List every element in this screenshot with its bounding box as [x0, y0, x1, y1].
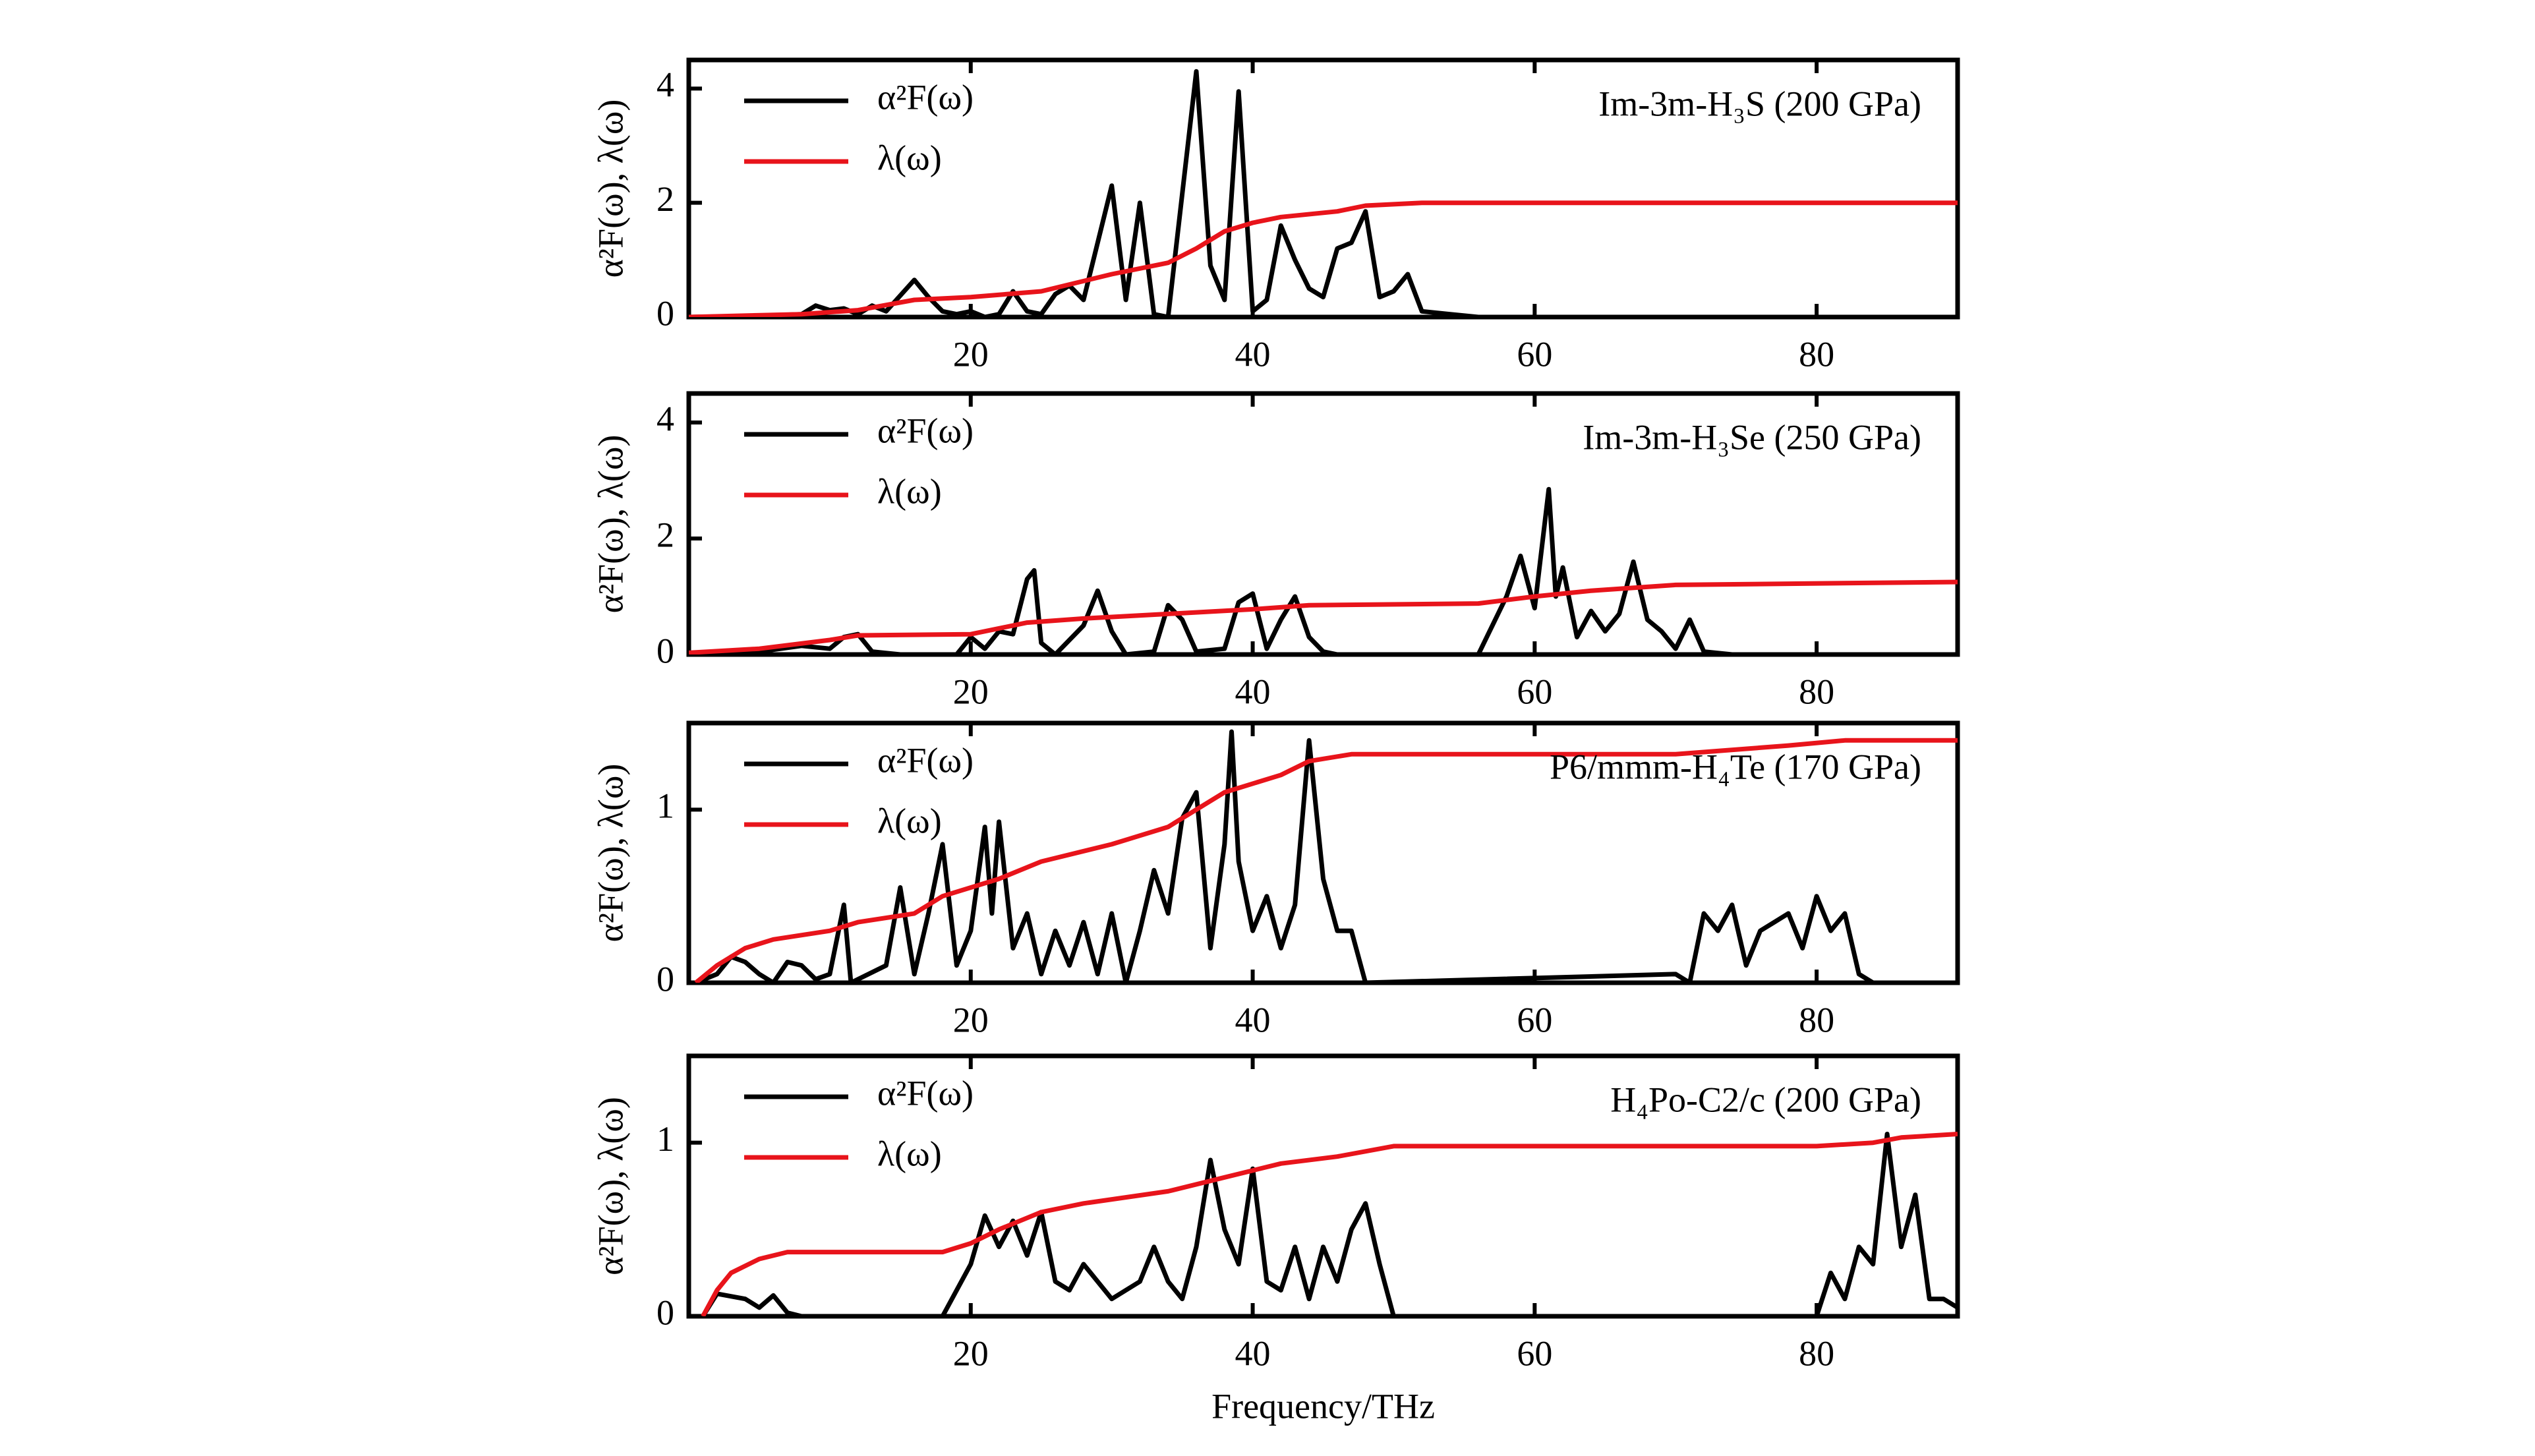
plot-frame [686, 57, 1960, 320]
x-tick-label: 40 [1235, 334, 1271, 374]
plot-frame [686, 391, 1960, 657]
panel-title: Im-3m-H₃S (200 GPa) [1598, 84, 1921, 123]
legend-label: λ(ω) [877, 801, 942, 840]
y-axis-label: α²F(ω), λ(ω) [591, 100, 630, 278]
data-line [689, 69, 1958, 317]
y-tick-label: 4 [656, 399, 674, 438]
plot-frame [686, 720, 1960, 985]
legend-label: λ(ω) [877, 471, 942, 511]
x-tick-label: 80 [1799, 1333, 1834, 1373]
data-line [689, 579, 1958, 655]
x-tick-label: 40 [1235, 1000, 1271, 1039]
legend-label: λ(ω) [877, 138, 942, 177]
data-line [701, 1132, 1958, 1316]
y-axis-label: α²F(ω), λ(ω) [591, 1097, 630, 1275]
x-tick-label: 60 [1517, 334, 1552, 374]
panel-title: Im-3m-H₃Se (250 GPa) [1583, 417, 1921, 457]
x-tick-label: 40 [1235, 1333, 1271, 1373]
x-tick-label: 80 [1799, 672, 1834, 711]
data-line [689, 486, 1958, 655]
y-tick-label: 2 [656, 515, 674, 554]
x-tick-label: 20 [953, 1333, 989, 1373]
panel-title: H₄Po-C2/c (200 GPa) [1610, 1080, 1921, 1119]
legend-label: α²F(ω) [877, 1073, 974, 1113]
x-tick-label: 80 [1799, 334, 1834, 374]
y-tick-label: 4 [656, 65, 674, 105]
x-tick-label: 20 [953, 672, 989, 711]
y-axis-label: α²F(ω), λ(ω) [591, 764, 630, 943]
x-tick-label: 60 [1517, 672, 1552, 711]
legend-label: α²F(ω) [877, 740, 974, 780]
data-line [701, 1132, 1958, 1316]
x-tick-label: 60 [1517, 1000, 1552, 1039]
legend-label: λ(ω) [877, 1134, 942, 1173]
x-axis-label: Frequency/THz [1211, 1386, 1435, 1426]
data-line [689, 200, 1958, 317]
legend-label: α²F(ω) [877, 411, 974, 450]
panel-title: P6/mmm-H₄Te (170 GPa) [1550, 747, 1921, 786]
x-tick-label: 80 [1799, 1000, 1834, 1039]
y-axis-label: α²F(ω), λ(ω) [591, 435, 630, 614]
legend-label: α²F(ω) [877, 77, 974, 117]
y-tick-label: 0 [656, 959, 674, 999]
y-tick-label: 1 [656, 786, 674, 826]
x-tick-label: 60 [1517, 1333, 1552, 1373]
plot-frame [686, 1053, 1960, 1319]
data-line [694, 738, 1958, 983]
y-tick-label: 0 [656, 293, 674, 333]
y-tick-label: 0 [656, 631, 674, 670]
x-tick-label: 20 [953, 334, 989, 374]
data-line [695, 729, 1958, 983]
y-tick-label: 1 [656, 1119, 674, 1159]
y-tick-label: 2 [656, 179, 674, 219]
x-tick-label: 20 [953, 1000, 989, 1039]
y-tick-label: 0 [656, 1293, 674, 1332]
x-tick-label: 40 [1235, 672, 1271, 711]
